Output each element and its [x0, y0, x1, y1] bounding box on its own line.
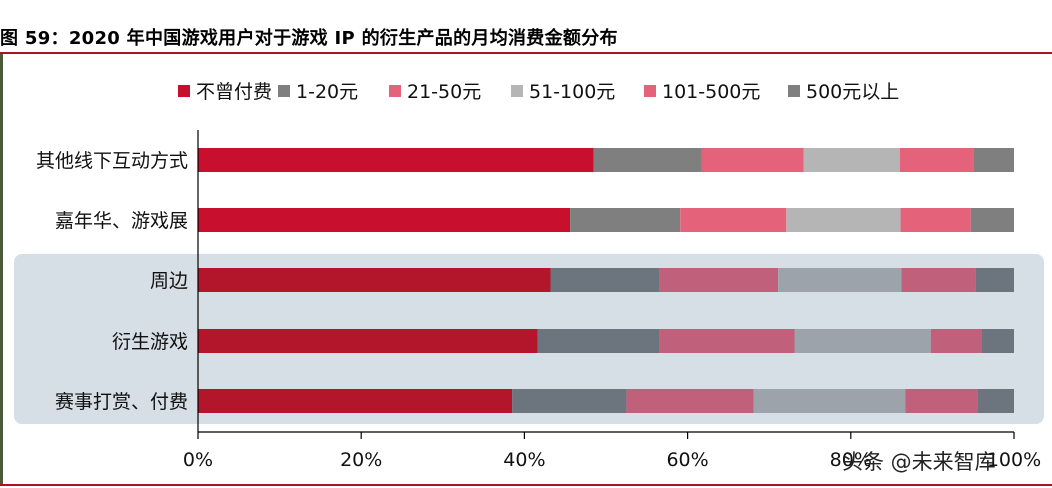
bar-segment	[570, 208, 681, 232]
bar-segment	[198, 148, 594, 172]
bar-segment	[977, 389, 1014, 413]
left-edge-strip	[0, 54, 3, 484]
bar-segment	[512, 389, 627, 413]
legend-label: 51-100元	[529, 81, 615, 103]
bar-segment	[593, 148, 702, 172]
legend-label: 101-500元	[662, 81, 760, 103]
legend-swatch	[644, 85, 656, 97]
bar-segment	[198, 268, 551, 292]
x-tick-label: 0%	[183, 449, 213, 471]
category-label: 其他线下互动方式	[36, 150, 188, 172]
bar-segment	[753, 389, 906, 413]
legend-swatch	[178, 85, 190, 97]
bar-segment	[970, 208, 1014, 232]
bar-segment	[803, 148, 900, 172]
bar-segment	[930, 329, 982, 353]
bottom-divider	[0, 484, 1052, 486]
watermark: 头条 @未来智库	[842, 450, 996, 474]
bar-segment	[975, 268, 1014, 292]
bar-segment	[198, 208, 571, 232]
figure-title: 图 59：2020 年中国游戏用户对于游戏 IP 的衍生产品的月均消费金额分布	[0, 28, 618, 49]
legend-swatch	[788, 85, 800, 97]
legend-label: 不曾付费	[196, 81, 272, 103]
bar-segment	[198, 389, 513, 413]
x-tick-label: 60%	[666, 449, 708, 471]
bar-segment	[905, 389, 978, 413]
legend-swatch	[389, 85, 401, 97]
bar-segment	[794, 329, 931, 353]
bar-segment	[626, 389, 754, 413]
bar-segment	[981, 329, 1014, 353]
bar-segment	[198, 329, 538, 353]
bar-segment	[778, 268, 902, 292]
bar-segment	[659, 268, 779, 292]
legend-label: 1-20元	[296, 81, 358, 103]
legend-label: 21-50元	[407, 81, 481, 103]
x-tick-label: 20%	[340, 449, 382, 471]
title-divider	[0, 52, 1052, 54]
bar-segment	[901, 268, 976, 292]
bar-segment	[550, 268, 660, 292]
category-label: 赛事打赏、付费	[55, 391, 188, 413]
bar-segment	[659, 329, 795, 353]
bar-segment	[537, 329, 660, 353]
legend-label: 500元以上	[806, 81, 899, 103]
legend-swatch	[511, 85, 523, 97]
category-label: 周边	[150, 270, 188, 292]
x-tick-label: 80%	[830, 449, 872, 471]
legend-swatch	[278, 85, 290, 97]
category-label: 衍生游戏	[112, 331, 188, 353]
bar-segment	[900, 208, 971, 232]
x-tick-label: 40%	[503, 449, 545, 471]
bar-segment	[680, 208, 787, 232]
x-tick-label: 100%	[987, 449, 1041, 471]
bar-segment	[786, 208, 901, 232]
category-label: 嘉年华、游戏展	[55, 210, 188, 232]
bar-segment	[899, 148, 974, 172]
bar-segment	[701, 148, 804, 172]
bar-segment	[973, 148, 1014, 172]
